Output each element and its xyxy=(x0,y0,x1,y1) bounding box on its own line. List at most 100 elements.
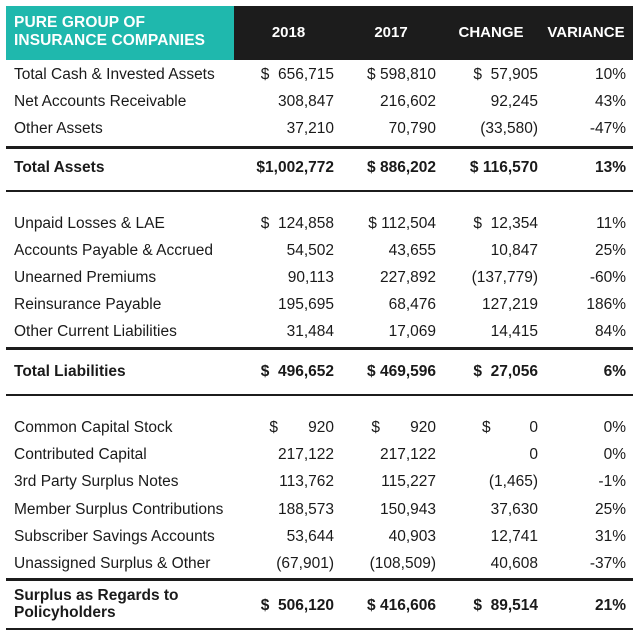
value-change: $ 57,905 xyxy=(473,66,538,83)
row-label: Total Liabilities xyxy=(14,363,126,380)
value-variance: 84% xyxy=(594,323,626,340)
row-label: Unearned Premiums xyxy=(14,269,157,286)
value-change: $ 27,056 xyxy=(473,363,538,380)
value-2017: $ 416,606 xyxy=(367,597,436,614)
total-surplus-row: Surplus as Regards to Policyholders $ 50… xyxy=(6,585,633,625)
value-2018: 90,113 xyxy=(287,269,334,286)
value-2018: 188,573 xyxy=(277,501,334,518)
value-variance: 25% xyxy=(594,501,626,518)
value-2018: $ 496,652 xyxy=(260,363,334,380)
row-label: Net Accounts Receivable xyxy=(14,93,187,110)
row-label: Other Current Liabilities xyxy=(14,323,177,340)
table-row: 3rd Party Surplus Notes 113,762 115,227 … xyxy=(6,468,633,495)
table-row: Other Assets 37,210 70,790 (33,580) -47% xyxy=(6,115,633,142)
value-2018: 308,847 xyxy=(277,93,334,110)
label-line-2: Policyholders xyxy=(14,604,116,621)
value-2018: (67,901) xyxy=(276,555,334,572)
value-2018: 195,695 xyxy=(277,296,334,313)
divider xyxy=(6,628,633,630)
value-2017: 227,892 xyxy=(379,269,436,286)
value-change: $ 0 xyxy=(482,419,538,436)
value-2018: 54,502 xyxy=(286,242,334,259)
column-header-2018: 2018 xyxy=(271,24,306,41)
row-label: Other Assets xyxy=(14,120,103,137)
value-change: 37,630 xyxy=(490,501,538,518)
value-variance: 13% xyxy=(594,159,626,176)
total-liabilities-row: Total Liabilities $ 496,652 $ 469,596 $ … xyxy=(6,358,633,385)
value-2017: 115,227 xyxy=(381,473,436,490)
title-line-1: PURE GROUP OF xyxy=(14,14,146,31)
value-variance: -1% xyxy=(598,473,626,490)
row-label: Common Capital Stock xyxy=(14,419,173,436)
value-change: 0 xyxy=(529,446,538,463)
table-header: PURE GROUP OF INSURANCE COMPANIES 2018 2… xyxy=(6,6,633,60)
table-row: Member Surplus Contributions 188,573 150… xyxy=(6,496,633,523)
value-2017: $ 920 xyxy=(371,419,436,436)
value-2017: 68,476 xyxy=(388,296,436,313)
row-label: Unassigned Surplus & Other xyxy=(14,555,211,572)
value-change: $ 116,570 xyxy=(469,159,538,176)
row-label: Contributed Capital xyxy=(14,446,147,463)
value-2017: 217,122 xyxy=(379,446,436,463)
value-change: $ 89,514 xyxy=(473,597,538,614)
value-2017: $ 598,810 xyxy=(367,66,436,83)
value-change: 10,847 xyxy=(490,242,538,259)
divider xyxy=(6,146,633,149)
table-row: Unassigned Surplus & Other (67,901) (108… xyxy=(6,550,633,577)
value-2018: $ 506,120 xyxy=(260,597,334,614)
value-2018: 113,762 xyxy=(279,473,334,490)
value-variance: -60% xyxy=(589,269,626,286)
value-2017: 216,602 xyxy=(379,93,436,110)
value-variance: -47% xyxy=(589,120,626,137)
divider xyxy=(6,394,633,396)
value-variance: 10% xyxy=(594,66,626,83)
row-label: Subscriber Savings Accounts xyxy=(14,528,215,545)
value-2017: $ 112,504 xyxy=(368,215,436,232)
value-variance: -37% xyxy=(589,555,626,572)
value-2017: 43,655 xyxy=(388,242,436,259)
table-row: Unearned Premiums 90,113 227,892 (137,77… xyxy=(6,264,633,291)
value-change: 40,608 xyxy=(490,555,538,572)
value-variance: 25% xyxy=(594,242,626,259)
value-2018: $1,002,772 xyxy=(256,159,334,176)
value-2017: $ 886,202 xyxy=(367,159,436,176)
table-row: Subscriber Savings Accounts 53,644 40,90… xyxy=(6,523,633,550)
value-2017: 40,903 xyxy=(388,528,436,545)
value-variance: 6% xyxy=(603,363,626,380)
value-change: 14,415 xyxy=(490,323,538,340)
row-label: Total Cash & Invested Assets xyxy=(14,66,215,83)
value-2017: (108,509) xyxy=(369,555,436,572)
value-2018: 37,210 xyxy=(286,120,334,137)
value-variance: 31% xyxy=(594,528,626,545)
title-line-2: INSURANCE COMPANIES xyxy=(14,32,206,49)
value-2018: $ 656,715 xyxy=(260,66,334,83)
table-row: Total Cash & Invested Assets $ 656,715 $… xyxy=(6,61,633,88)
value-2018: $ 124,858 xyxy=(260,215,334,232)
value-change: $ 12,354 xyxy=(473,215,538,232)
value-variance: 11% xyxy=(596,215,626,232)
table-row: Reinsurance Payable 195,695 68,476 127,2… xyxy=(6,291,633,318)
column-header-2017: 2017 xyxy=(374,24,408,41)
divider xyxy=(6,578,633,581)
row-label: 3rd Party Surplus Notes xyxy=(14,473,179,490)
divider xyxy=(6,190,633,192)
value-2017: 70,790 xyxy=(388,120,436,137)
label-line-1: Surplus as Regards to xyxy=(14,587,179,604)
value-change: 12,741 xyxy=(490,528,538,545)
row-label: Accounts Payable & Accrued xyxy=(14,242,214,259)
value-variance: 186% xyxy=(586,296,626,313)
row-label: Reinsurance Payable xyxy=(14,296,162,313)
row-label: Total Assets xyxy=(14,159,105,176)
column-header-variance: VARIANCE xyxy=(547,24,625,41)
divider xyxy=(6,347,633,350)
row-label: Unpaid Losses & LAE xyxy=(14,215,165,232)
value-2018: 217,122 xyxy=(277,446,334,463)
value-2018: 31,484 xyxy=(286,323,334,340)
value-change: 92,245 xyxy=(490,93,538,110)
value-change: (33,580) xyxy=(480,120,538,137)
value-2017: 17,069 xyxy=(388,323,436,340)
table-row: Unpaid Losses & LAE $ 124,858 $ 112,504 … xyxy=(6,210,633,237)
value-variance: 0% xyxy=(603,446,626,463)
table-row: Other Current Liabilities 31,484 17,069 … xyxy=(6,318,633,345)
